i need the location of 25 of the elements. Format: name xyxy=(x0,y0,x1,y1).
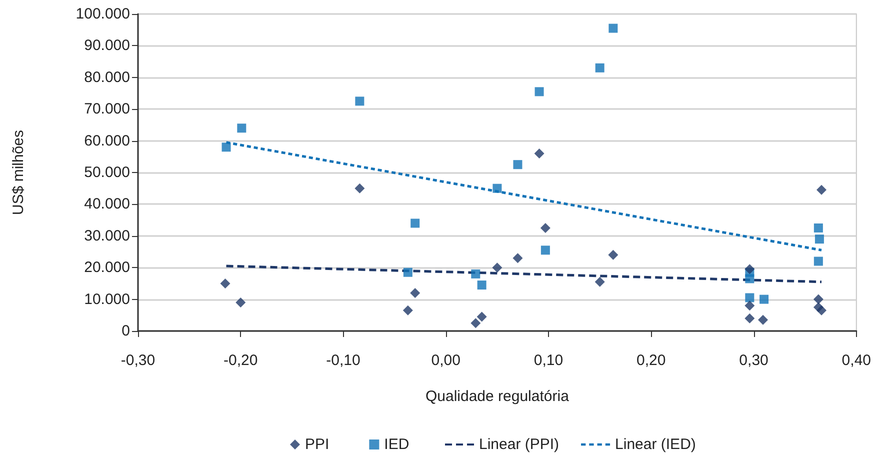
y-tick-label: 70.000 xyxy=(84,100,130,118)
y-tick-label: 50.000 xyxy=(84,164,130,181)
x-tick-label: 0,30 xyxy=(739,352,768,369)
y-axis-title: US$ milhões xyxy=(10,130,27,216)
legend-label: IED xyxy=(384,436,410,453)
legend-label: PPI xyxy=(305,436,330,453)
y-tick-label: 90.000 xyxy=(84,37,130,54)
y-tick-label: 80.000 xyxy=(84,68,130,86)
x-tick-label: 0,20 xyxy=(636,352,666,369)
y-tick-label: 30.000 xyxy=(84,227,130,244)
legend-label: Linear (IED) xyxy=(615,436,696,453)
y-tick-label: 10.000 xyxy=(84,290,130,308)
y-tick-label: 100.000 xyxy=(76,6,130,22)
y-tick-label: 0 xyxy=(122,322,130,340)
legend-label: Linear (PPI) xyxy=(479,436,560,453)
y-tick-label: 40.000 xyxy=(84,196,130,213)
x-tick-label: 0,40 xyxy=(842,352,872,369)
x-tick-label: -0,20 xyxy=(224,352,258,369)
x-tick-label: -0,10 xyxy=(326,352,360,369)
x-tick-label: -0,30 xyxy=(120,352,156,369)
x-tick-label: 0,10 xyxy=(534,352,564,369)
y-tick-label: 20.000 xyxy=(84,259,130,276)
x-tick-label: 0,00 xyxy=(431,352,460,369)
y-tick-label: 60.000 xyxy=(84,132,130,150)
x-axis-title: Qualidade regulatória xyxy=(425,388,570,405)
